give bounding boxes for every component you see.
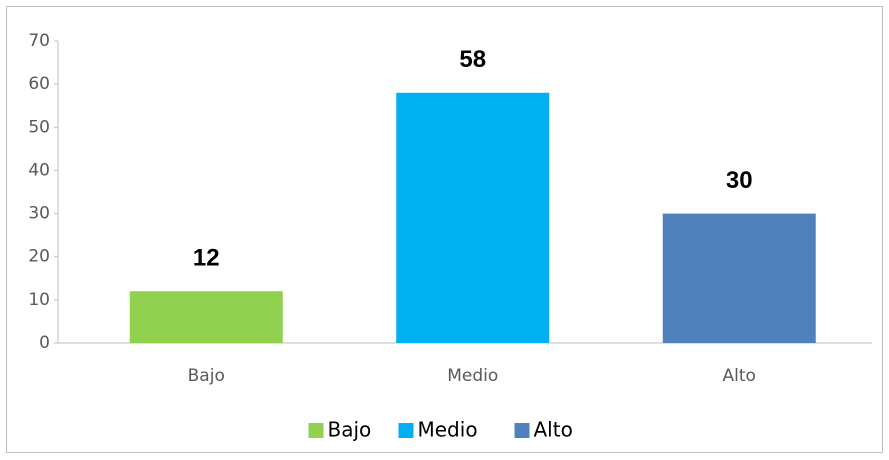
y-tick-label: 70 bbox=[28, 31, 50, 51]
legend-label: Medio bbox=[418, 418, 478, 442]
data-label: 58 bbox=[459, 46, 486, 73]
data-label: 30 bbox=[726, 167, 753, 194]
y-tick-label: 10 bbox=[28, 290, 50, 310]
legend-swatch bbox=[308, 423, 324, 438]
y-tick-label: 50 bbox=[28, 117, 50, 137]
bar bbox=[396, 92, 550, 344]
legend-swatch bbox=[398, 423, 414, 438]
data-label: 12 bbox=[193, 245, 220, 272]
y-tick-label: 60 bbox=[28, 74, 50, 94]
x-tick-label: Medio bbox=[447, 366, 498, 386]
bar bbox=[129, 291, 283, 343]
y-tick-label: 40 bbox=[28, 160, 50, 180]
x-tick-label: Alto bbox=[723, 366, 756, 386]
bar bbox=[662, 213, 816, 343]
legend-label: Bajo bbox=[328, 418, 372, 442]
legend-label: Alto bbox=[534, 418, 573, 442]
y-tick-label: 20 bbox=[28, 247, 50, 267]
y-tick-label: 30 bbox=[28, 204, 50, 224]
y-tick-label: 0 bbox=[39, 333, 50, 353]
legend-swatch bbox=[514, 423, 530, 438]
x-tick-label: Bajo bbox=[188, 366, 225, 386]
